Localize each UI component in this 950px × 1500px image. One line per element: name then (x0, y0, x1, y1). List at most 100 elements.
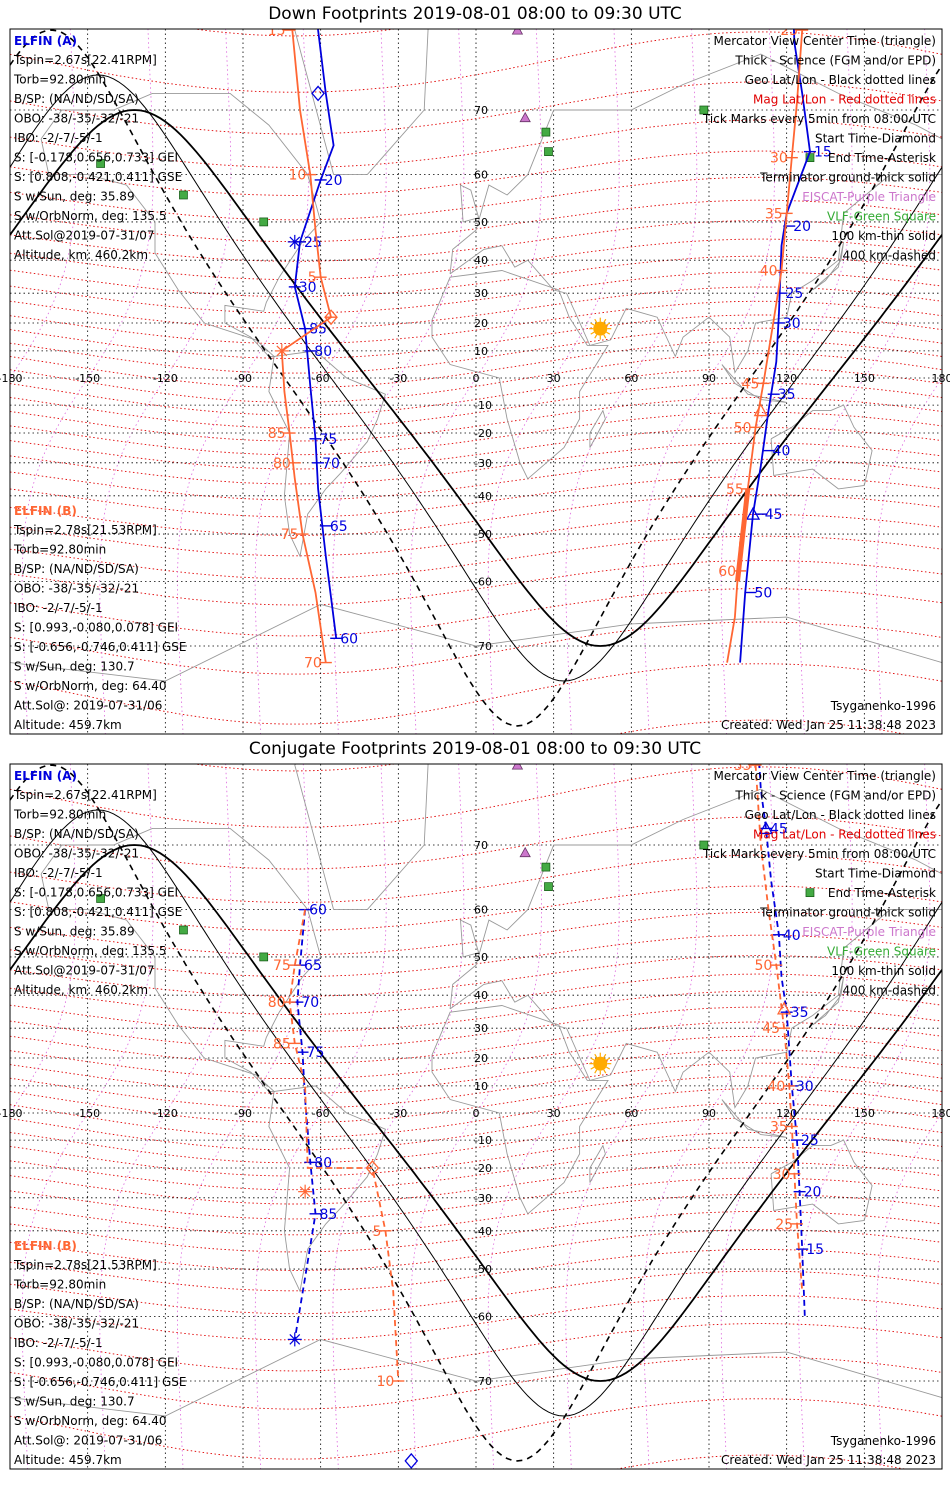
mag-lat-line (10, 286, 942, 329)
legend-item: End Time-Asterisk (828, 886, 936, 900)
elfin-a-track-tick-label: 25 (801, 1133, 819, 1149)
lat-tick-label: 70 (474, 104, 488, 117)
lat-tick-label: 10 (474, 345, 488, 358)
elfin-b-track-tick-label: 55 (726, 482, 744, 498)
center-time-triangle-icon (758, 821, 774, 835)
lat-tick-label: -20 (474, 427, 492, 440)
elfin-b-track-tick-label: 80 (273, 456, 291, 472)
elfin-b-track-tick-label: 40 (760, 264, 778, 280)
created-label: Created: Wed Jan 25 11:38:48 2023 (721, 1453, 936, 1467)
lat-tick-label: 30 (474, 1022, 488, 1035)
coastline (268, 1085, 386, 1293)
lat-tick-label: 40 (474, 254, 488, 267)
legend-item: 400 km-dashed (842, 984, 936, 998)
elfin-a-param: Altitude, km: 460.2km (14, 983, 148, 997)
lat-tick-label: -40 (474, 1225, 492, 1238)
legend-item: Tick Marks every 5min from 08:00 UTC (702, 112, 936, 126)
lon-tick-label: 0 (473, 372, 480, 385)
lat-tick-label: -50 (474, 1263, 492, 1276)
lon-tick-label: 60 (624, 1107, 638, 1120)
sun-ray (606, 1066, 611, 1070)
elfin-b-param: S: [-0.656,-0.746,0.411] GSE (14, 1375, 187, 1389)
coastline (459, 919, 480, 958)
elfin-a-param: S w/Sun, deg: 35.89 (14, 925, 135, 939)
elfin-a-track-tick-label: 20 (804, 1185, 822, 1201)
legend-item: Mag Lat/Lon - Red dotted lines (753, 93, 936, 107)
elfin-a-param: Altitude, km: 460.2km (14, 248, 148, 262)
elfin-a-info: ELFIN (A) Tspin=2.67s[22.41RPM] Torb=92.80… (13, 769, 182, 997)
elfin-a-track-tick-label: 65 (304, 958, 322, 974)
elfin-a-track-tick-label: 45 (770, 821, 788, 837)
elfin-b-param: S w/OrbNorm, deg: 64.40 (14, 1414, 166, 1428)
elfin-a-track-tick-label: 35 (791, 1005, 809, 1021)
coastline (40, 92, 322, 357)
elfin-a-param: Att.Sol@2019-07-31/07 (14, 964, 155, 978)
elfin-b-param: OBO: -38/-35/-32/-21 (14, 582, 139, 596)
coastline (770, 404, 873, 490)
elfin-b-param: OBO: -38/-35/-32/-21 (14, 1317, 139, 1331)
elfin-b-track-tick-label: 80 (268, 995, 286, 1011)
science-segment (735, 488, 751, 582)
elfin-b-track-tick-label: 70 (304, 656, 322, 672)
elfin-b-track-tick-label: 10 (288, 168, 306, 184)
mag-lat-line (10, 31, 942, 93)
center-time-triangle-icon (745, 506, 761, 520)
coastline (449, 53, 942, 374)
elfin-a-track: 152025308580757065601520253035404550 (288, 29, 832, 663)
legend-item: 100 km-thin solid (831, 964, 936, 978)
legend-item: Tick Marks every 5min from 08:00 UTC (702, 847, 936, 861)
elfin-a-track-tick-label: 25 (785, 286, 803, 302)
end-asterisk-icon (276, 345, 288, 357)
elfin-b-param: S: [0.993,-0.080,0.078] GEI (14, 621, 178, 635)
vlf-square-icon (179, 190, 188, 200)
legend: Mercator View Center Time (triangle) Thic… (702, 34, 936, 263)
mag-lat-line (10, 367, 942, 416)
elfin-a-track-tick-label: 80 (314, 1155, 332, 1171)
sun-ray (594, 1053, 598, 1058)
coastline (294, 764, 429, 911)
elfin-b-track: 75 80 85 5 10 55 50 45 40 35 30 25 (268, 758, 804, 1390)
elfin-a-param: B/SP: (NA/ND/SD/SA) (14, 827, 139, 841)
vlf-square-icon (544, 147, 553, 156)
mag-lon-line (720, 764, 853, 1469)
elfin-b-track: 15 10 5 85 80 75 70 25 30 35 40 45 50 55 60 (268, 29, 809, 672)
lon-tick-label: -60 (312, 372, 330, 385)
center-time-triangle-icon (753, 403, 768, 417)
vlf-square-icon (259, 217, 269, 227)
legend-item: Terminator ground-thick solid (759, 906, 936, 920)
elfin-b-track-tick-label: 60 (718, 564, 736, 580)
mag-lat-line (10, 766, 942, 828)
coastlines (10, 764, 942, 1417)
mag-lat-line (10, 81, 942, 135)
elfin-b-param: IBO: -2/-7/-5/-1 (14, 601, 103, 615)
elfin-a-label: ELFIN (A) (14, 769, 77, 783)
lat-tick-label: -30 (474, 1192, 492, 1205)
legend-item: Terminator ground-thick solid (759, 171, 936, 185)
mag-lon-line (410, 764, 542, 1469)
vlf-square-icon (699, 840, 709, 850)
lon-tick-label: 0 (473, 1107, 480, 1120)
legend-item: Geo Lat/Lon - Black dotted lines (745, 808, 936, 822)
lon-tick-label: -30 (389, 372, 407, 385)
elfin-b-label: ELFIN (B) (14, 1239, 77, 1253)
lon-tick-label: 150 (854, 1107, 875, 1120)
coastline (10, 1338, 942, 1417)
elfin-b-track-tick-label: 40 (767, 1079, 785, 1095)
lon-tick-label: -90 (234, 1107, 252, 1120)
elfin-a-param: S: [-0.178,0.656,0.733] GEI (14, 886, 178, 900)
lat-tick-label: 20 (474, 1052, 488, 1065)
elfin-b-track-tick-label: 55 (734, 758, 752, 774)
elfin-b-track-tick-label: 75 (273, 958, 291, 974)
elfin-a-track-tick-label: 15 (814, 145, 832, 161)
sun-ray (603, 1053, 607, 1058)
lat-tick-label: 40 (474, 989, 488, 1002)
lon-tick-label: 120 (776, 372, 797, 385)
created-label: Created: Wed Jan 25 11:38:48 2023 (721, 718, 936, 732)
legend-item: EISCAT-Purple Triangle (802, 925, 936, 939)
lon-tick-label: 180 (932, 1107, 950, 1120)
elfin-a-track-tick-label: 75 (307, 1045, 325, 1061)
elfin-a-param: S w/Sun, deg: 35.89 (14, 190, 135, 204)
elfin-a-param: S w/OrbNorm, deg: 135.5 (14, 209, 166, 223)
sun-ray (590, 331, 595, 335)
end-asterisk-icon (289, 236, 301, 248)
